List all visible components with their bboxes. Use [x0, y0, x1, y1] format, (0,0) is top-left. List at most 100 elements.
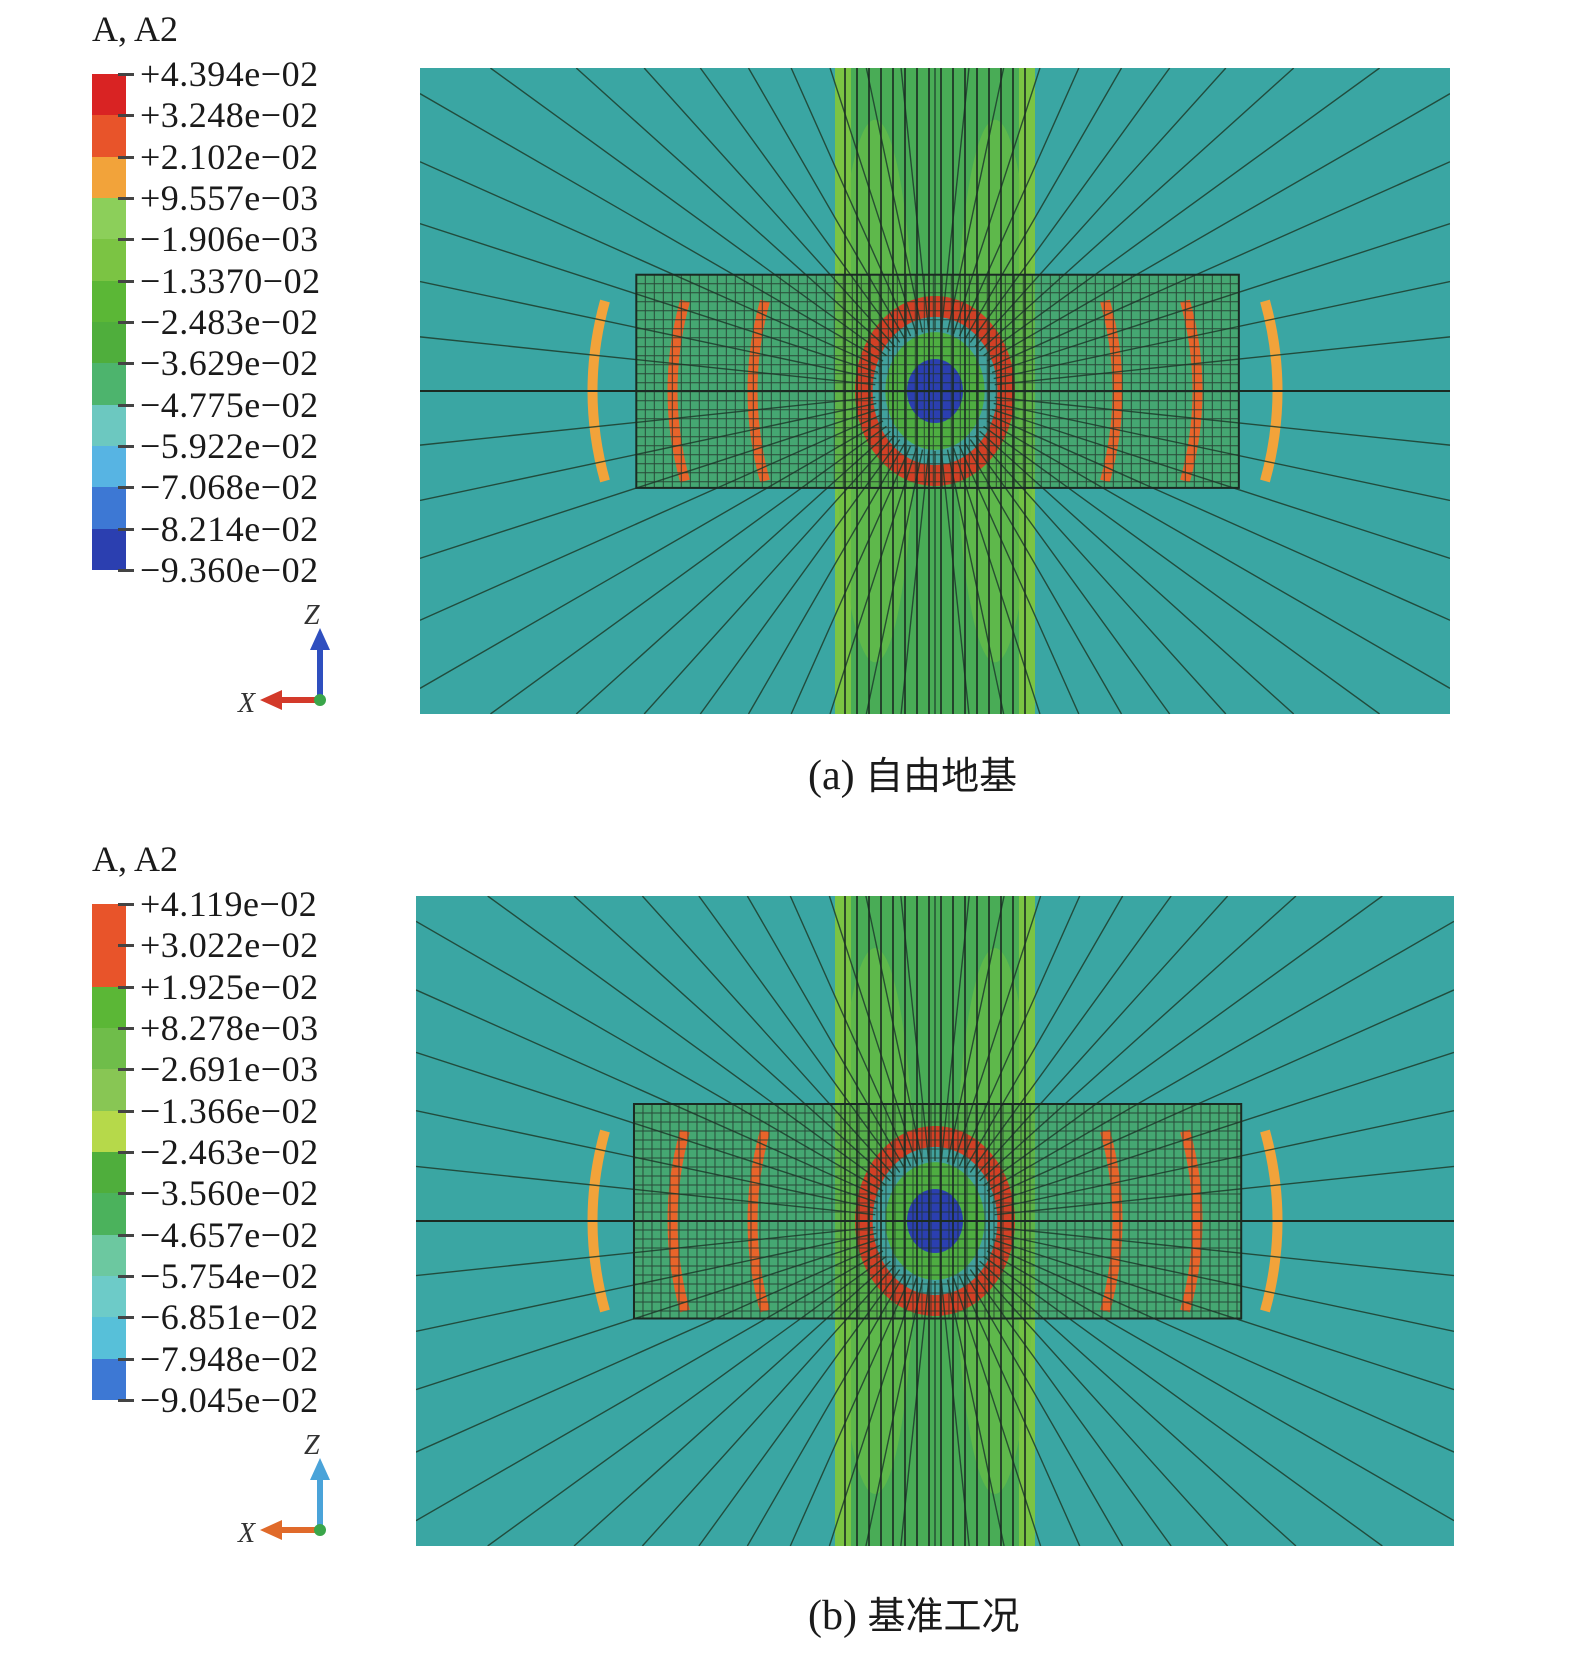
caption-text: 基准工况: [867, 1594, 1020, 1638]
legend-value: +4.394e−02: [140, 54, 319, 94]
axis-z-label: Z: [304, 600, 320, 631]
legend-value: +4.119e−02: [140, 884, 318, 924]
legend-value: +1.925e−02: [140, 966, 319, 1007]
legend-tick: [118, 1068, 134, 1072]
legend-value: −5.754e−02: [140, 1256, 319, 1296]
contour-field: [420, 68, 1450, 714]
legend-swatch: [92, 1358, 126, 1401]
legend-tick: [118, 321, 134, 324]
legend-swatch: [92, 404, 126, 447]
caption: (b) 基准工况: [808, 1585, 1020, 1640]
coordinate-triad-icon: Z X: [237, 1430, 330, 1549]
legend-value: −3.560e−02: [140, 1173, 319, 1214]
legend-swatch: [92, 1069, 126, 1112]
legend-swatch: [92, 1276, 126, 1318]
legend-tick: [118, 1109, 134, 1113]
legend-value: −2.463e−02: [140, 1132, 319, 1172]
axis-x-label: X: [237, 1518, 256, 1549]
legend-tick: [118, 155, 134, 159]
contour-field: [416, 896, 1454, 1546]
legend-swatch: [92, 487, 126, 530]
panel-free-field: A, A2 +4.394e−02 +3.248e−02 +2.102e−02 +9.5…: [0, 0, 1575, 830]
coordinate-triad-icon: Z X: [237, 600, 330, 719]
mesh-svg: [420, 68, 1450, 714]
legend-value: −5.922e−02: [140, 426, 319, 466]
legend-tick: [118, 1192, 134, 1196]
panel-baseline-case: A, A2 +4.119e−02 +3.022e−02 +1.925e−02 +8.2…: [0, 830, 1575, 1660]
legend-tick: [118, 1027, 134, 1030]
grid-mesh: [635, 274, 1239, 488]
legend-title: A, A2: [92, 839, 179, 879]
legend-value: −1.906e−03: [140, 219, 319, 260]
legend-title: A, A2: [92, 9, 179, 49]
legend-tick: [118, 944, 134, 948]
legend-tick: [118, 114, 134, 118]
legend-tick: [118, 279, 134, 283]
legend-value: −8.214e−02: [140, 508, 319, 549]
legend-value: +8.278e−03: [140, 1008, 319, 1048]
legend-tick: [118, 1357, 134, 1361]
legend-swatch: [92, 1234, 126, 1277]
legend-swatch: [92, 528, 126, 571]
legend-value: −4.775e−02: [140, 384, 319, 425]
caption-label: (a): [808, 753, 855, 799]
legend-value: −2.483e−02: [140, 302, 319, 342]
legend-value: +3.022e−02: [140, 925, 319, 966]
legend-color-bar: [92, 904, 126, 1401]
legend-tick: [118, 527, 134, 531]
legend-value: −1.366e−02: [140, 1090, 319, 1131]
caption-text: 自由地基: [865, 754, 1018, 798]
legend-swatch: [92, 74, 126, 116]
legend-value: −2.691e−03: [140, 1049, 319, 1090]
legend-tick: [118, 1151, 134, 1154]
legend-swatch: [92, 239, 126, 282]
legend-value: −7.948e−02: [140, 1338, 319, 1379]
legend-swatch: [92, 280, 126, 323]
legend-tick: [118, 985, 134, 989]
legend-tick: [118, 1399, 134, 1402]
legend-tick: [118, 486, 134, 490]
legend-value: −9.045e−02: [140, 1380, 319, 1420]
legend-swatch: [92, 904, 126, 946]
zone-border: [635, 273, 1240, 489]
zone-border: [632, 1103, 1243, 1320]
legend-swatch: [92, 1028, 126, 1070]
axis-z-label: Z: [304, 1430, 320, 1461]
legend-swatch: [92, 986, 126, 1029]
legend-swatch: [92, 1193, 126, 1236]
caption: (a) 自由地基: [808, 745, 1017, 800]
legend-swatch: [92, 363, 126, 406]
radial-mesh: [420, 68, 1450, 714]
legend-swatch: [92, 198, 126, 240]
legend-swatch: [92, 115, 126, 158]
legend-swatch: [92, 322, 126, 364]
legend-value: −3.629e−02: [140, 343, 319, 384]
legend-swatch: [92, 1152, 126, 1194]
legend-value: +9.557e−03: [140, 178, 319, 218]
legend-swatch: [92, 446, 126, 488]
legend-tick: [118, 569, 134, 572]
legend-tick: [118, 445, 134, 448]
legend-value: −7.068e−02: [140, 467, 319, 508]
legend-value: +3.248e−02: [140, 95, 319, 136]
legend-tick: [118, 362, 134, 366]
legend-swatch: [92, 156, 126, 199]
axis-x-label: X: [237, 688, 256, 719]
legend-value: +2.102e−02: [140, 136, 319, 177]
legend-tick: [118, 1275, 134, 1278]
legend-tick: [118, 197, 134, 200]
legend-tick: [118, 403, 134, 407]
legend-tick: [118, 238, 134, 242]
legend-value: −6.851e−02: [140, 1297, 319, 1338]
caption-label: (b): [808, 1593, 857, 1639]
legend-value: −1.3370−02: [140, 260, 321, 301]
legend-swatch: [92, 1110, 126, 1153]
legend-swatch: [92, 945, 126, 988]
legend-tick: [118, 903, 134, 906]
legend-swatch: [92, 1317, 126, 1360]
legend-tick: [118, 73, 134, 76]
grid-mesh: [633, 1103, 1242, 1319]
legend-value: −4.657e−02: [140, 1214, 319, 1255]
legend-color-bar: [92, 74, 126, 571]
legend-tick: [118, 1316, 134, 1320]
